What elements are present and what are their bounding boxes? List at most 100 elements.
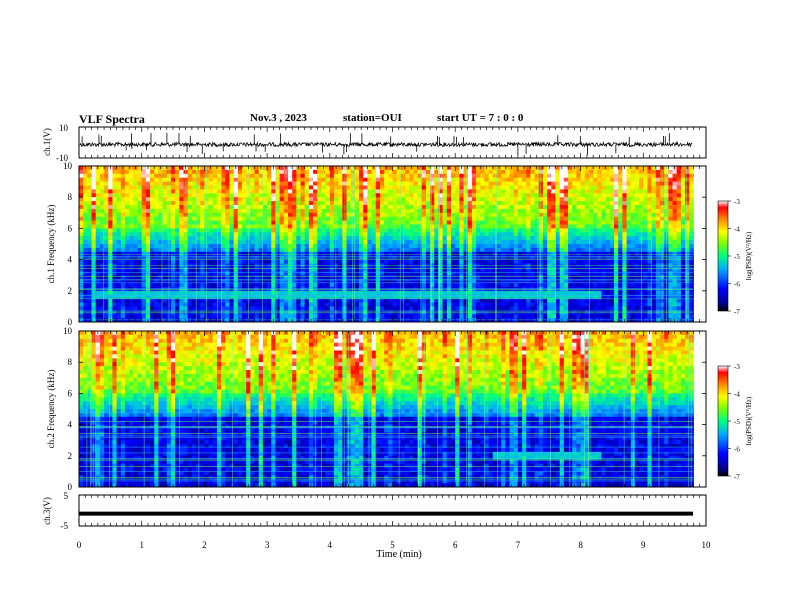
header-title: VLF Spectra (79, 112, 145, 126)
spectrogram-cell (350, 201, 356, 206)
spectrogram-cell (154, 236, 159, 241)
spectrogram-cell (91, 177, 97, 182)
spectrogram-cell (379, 181, 385, 186)
spectrogram-cell (329, 283, 335, 288)
spectrogram-cell (162, 193, 168, 198)
spectrogram-cell (317, 185, 322, 190)
spectrogram-cell (505, 181, 510, 186)
spectrogram-cell (371, 185, 377, 190)
spectrogram-cell (413, 169, 418, 175)
spectrogram-cell (484, 251, 490, 257)
spectrogram-cell (317, 212, 322, 218)
spectrogram-cell (212, 263, 218, 268)
spectrogram-cell (417, 220, 423, 225)
spectrogram-cell (526, 263, 531, 268)
spectrogram-cell (162, 232, 168, 237)
spectrogram-cell (455, 185, 460, 190)
spectrogram-cell (359, 193, 364, 198)
spectrogram-cell (300, 259, 306, 264)
spectrogram-cell (405, 224, 410, 229)
spectrogram-cell (396, 224, 402, 229)
spectrogram-cell (354, 279, 360, 284)
spectrogram-cell (375, 185, 381, 190)
spectrogram-cell (137, 271, 143, 276)
spectrogram-cell (471, 201, 477, 206)
spectrogram-cell (342, 173, 347, 179)
spectrogram-cell (542, 279, 548, 284)
spectrogram-cell (480, 271, 485, 276)
spectrogram-cell (413, 267, 418, 272)
spectrogram-cell (342, 177, 347, 182)
spectrogram-cell (405, 244, 410, 249)
spectrogram-cell (342, 236, 347, 241)
spectrogram-cell (488, 166, 494, 171)
spectrogram-cell (392, 275, 398, 280)
spectrogram-cell (145, 185, 151, 190)
spectrogram-cell (191, 318, 197, 323)
spectrogram-cell (379, 283, 385, 288)
spectrogram-cell (492, 189, 498, 194)
spectrogram-cell (175, 318, 180, 323)
spectrogram-cell (417, 290, 423, 296)
spectrogram-cell (384, 302, 389, 307)
spectrogram-cell (158, 208, 163, 214)
spectrogram-cell (129, 271, 134, 276)
spectrogram-cell (99, 279, 105, 284)
spectrogram-cell (133, 240, 138, 245)
spectrogram-cell (526, 197, 531, 202)
spectrogram-cell (191, 212, 197, 218)
spectrogram-cell (296, 236, 301, 241)
spectrogram-cell (267, 267, 272, 272)
spectrogram-cell (133, 267, 138, 272)
spectrogram-cell (99, 185, 105, 190)
spectrogram-cell (333, 302, 339, 307)
spectrogram-cell (200, 240, 205, 245)
spectrogram-cell (288, 216, 293, 221)
spectrogram-cell (513, 197, 519, 202)
spectrogram-cell (112, 247, 118, 253)
spectrogram-cell (375, 283, 381, 288)
spectrogram-cell (471, 251, 477, 257)
spectrogram-cell (216, 283, 222, 288)
spectrogram-cell (87, 173, 92, 179)
spectrogram-cell (542, 185, 548, 190)
spectrogram-cell (145, 271, 151, 276)
spectrogram-cell (200, 169, 205, 175)
spectrogram-cell (451, 220, 456, 225)
spectrogram-cell (275, 259, 281, 264)
spectrogram-cell (434, 169, 439, 175)
spectrogram-cell (346, 201, 352, 206)
spectrogram-cell (116, 220, 122, 225)
spectrogram-cell (455, 236, 460, 241)
spectrogram-cell (175, 208, 180, 214)
spectrogram-cell (308, 251, 314, 257)
spectrogram-cell (158, 205, 163, 210)
spectrogram-cell (488, 302, 494, 307)
spectrogram-cell (463, 177, 469, 182)
spectrogram-cell (95, 283, 101, 288)
spectrogram-cell (221, 244, 226, 249)
spectrogram-cell (137, 220, 143, 225)
spectrogram-cell (104, 298, 109, 303)
spectrogram-cell (191, 259, 197, 264)
spectrogram-cell (384, 216, 389, 221)
spectrogram-cell (170, 310, 176, 315)
spectrogram-cell (442, 298, 448, 303)
spectrogram-cell (333, 224, 339, 229)
spectrogram-cell (333, 267, 339, 272)
spectrogram-cell (534, 208, 540, 214)
spectrogram-cell (162, 318, 168, 323)
spectrogram-cell (430, 181, 435, 186)
spectrogram-cell (267, 173, 272, 179)
spectrogram-cell (162, 267, 168, 272)
spectrogram-cell (538, 306, 544, 311)
spectrogram-cell (196, 310, 201, 315)
spectrogram-cell (388, 228, 393, 233)
spectrogram-cell (467, 185, 473, 190)
spectrogram-cell (467, 247, 473, 253)
spectrogram-cell (124, 197, 130, 202)
spectrogram-cell (538, 177, 544, 182)
spectrogram-cell (333, 259, 339, 264)
spectrogram-cell (288, 283, 293, 288)
spectrogram-cell (430, 216, 435, 221)
